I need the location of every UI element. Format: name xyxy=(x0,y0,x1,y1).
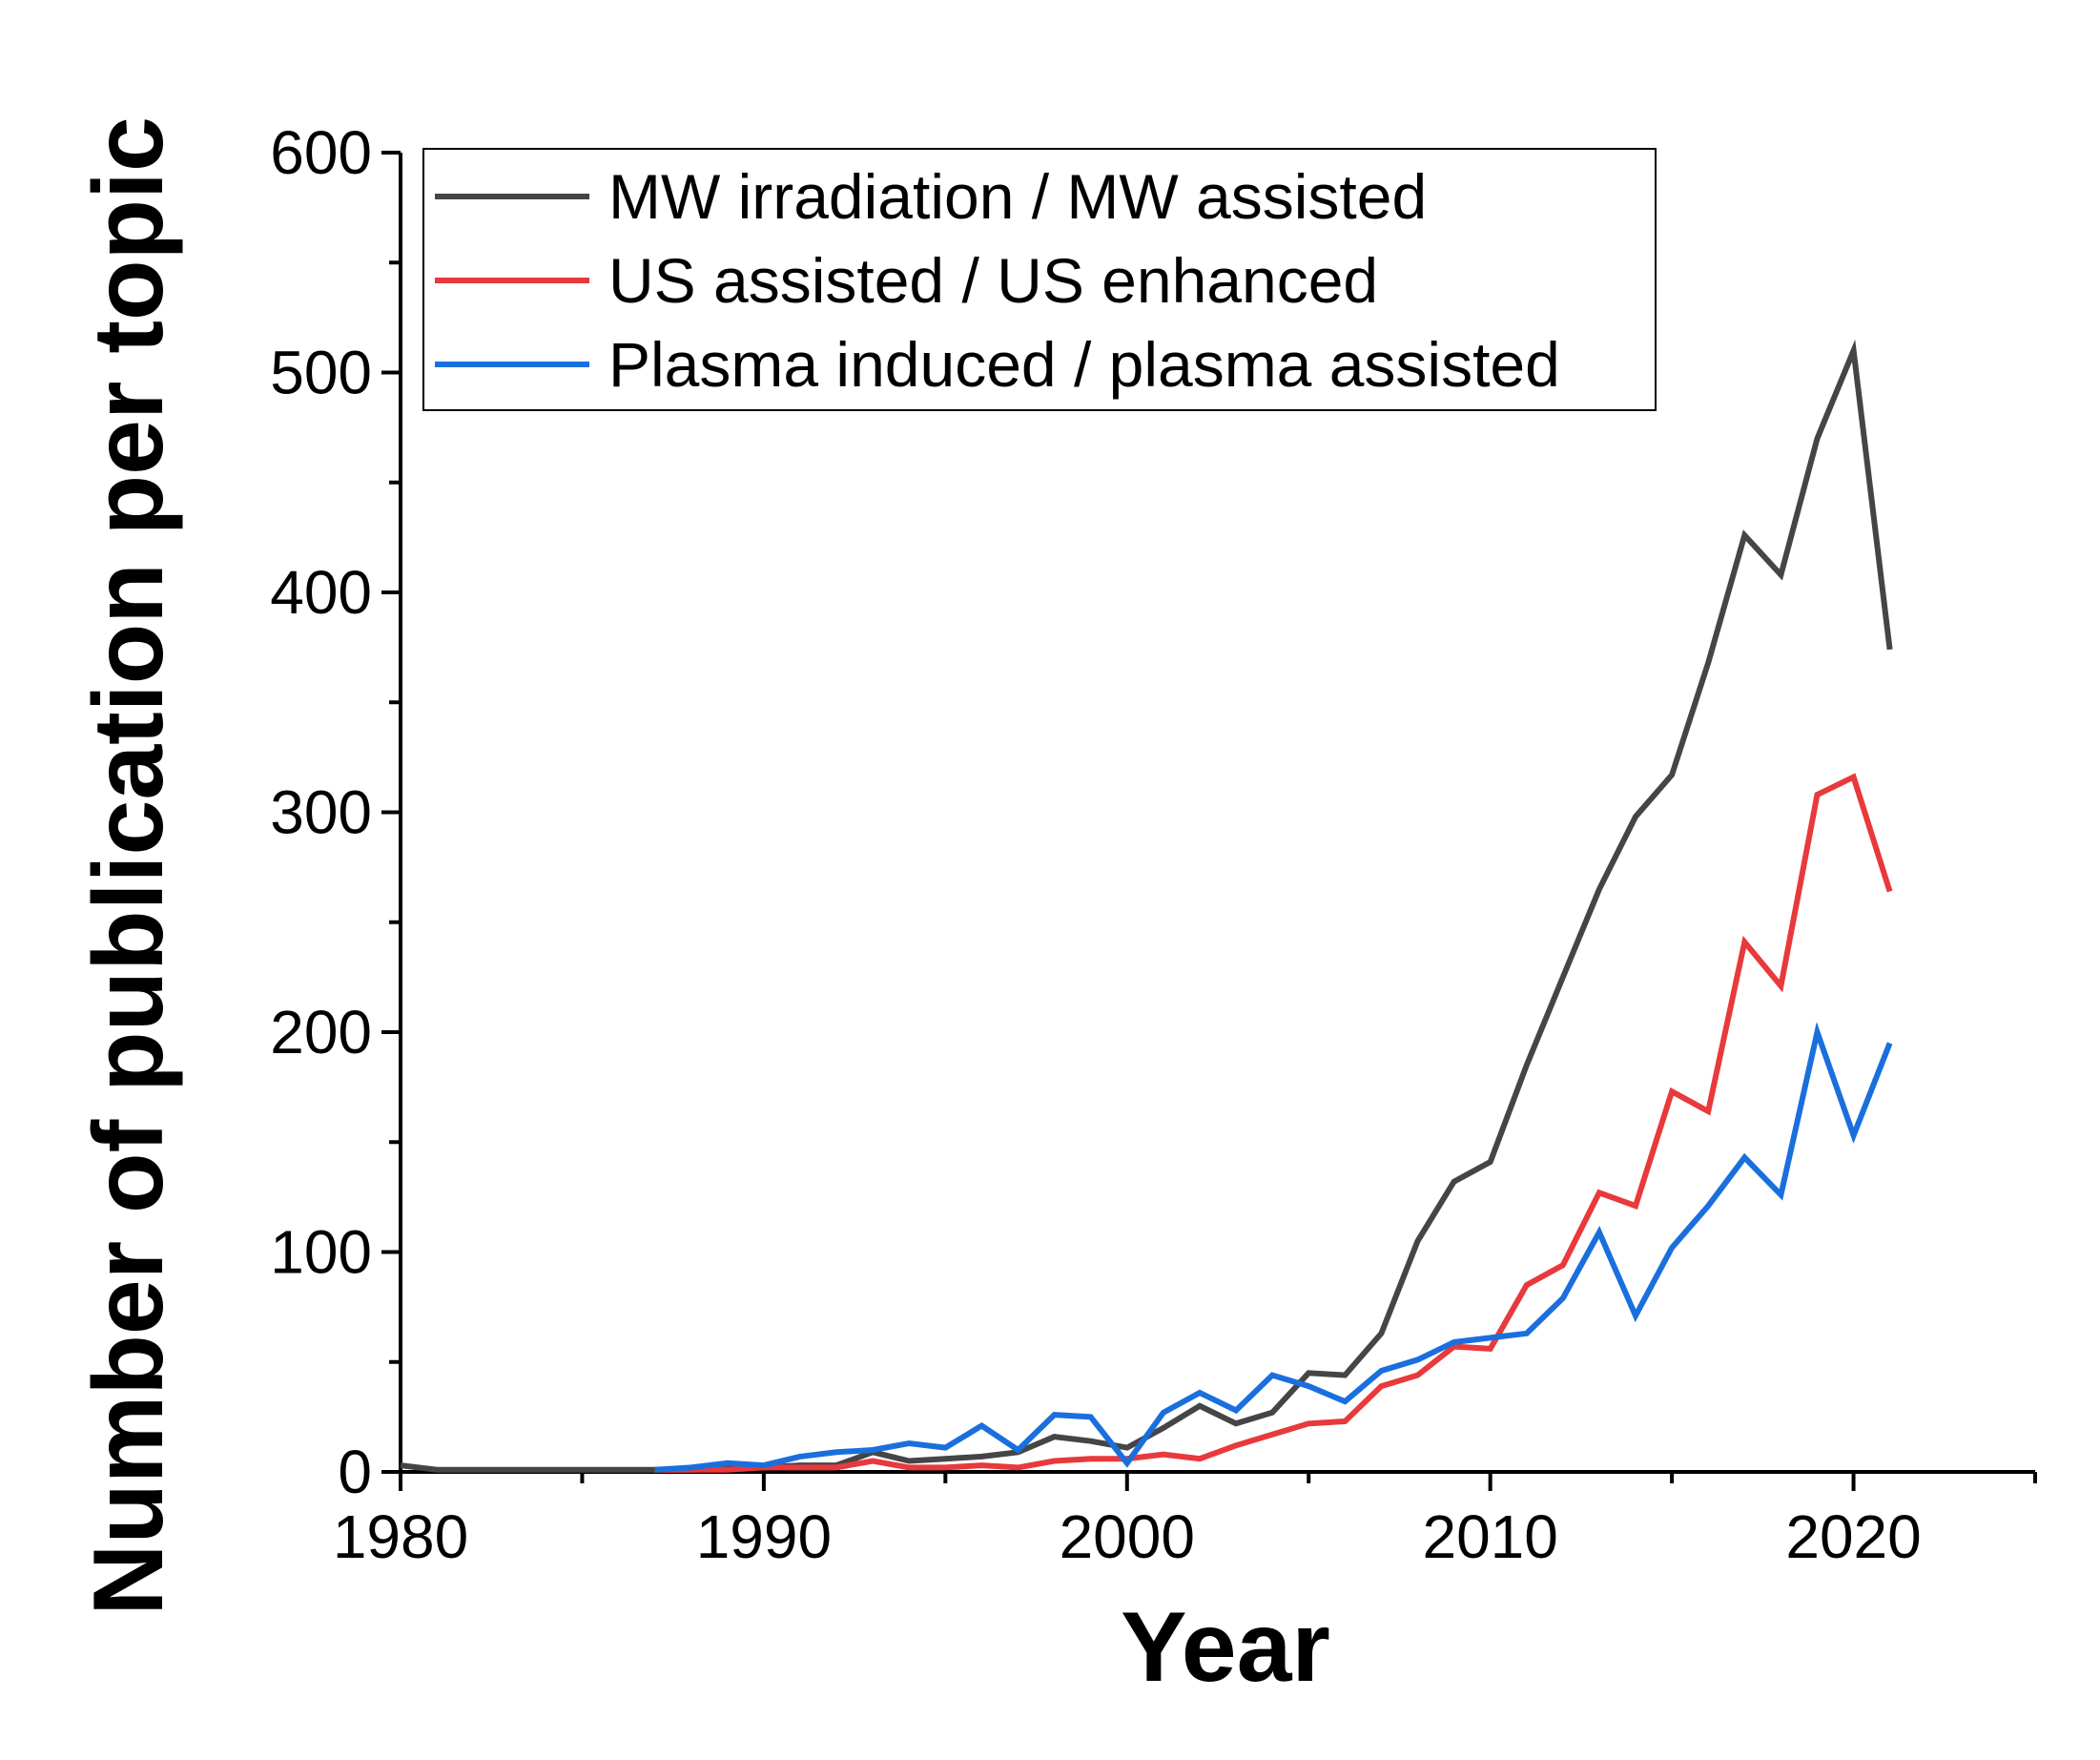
series-line-2 xyxy=(654,773,1893,1473)
x-tick-label: 1980 xyxy=(333,1502,468,1571)
y-tick-label: 100 xyxy=(270,1218,372,1287)
x-tick-label: 2020 xyxy=(1785,1502,1921,1571)
x-tick-label: 2010 xyxy=(1422,1502,1557,1571)
x-tick-label: 1990 xyxy=(696,1502,832,1571)
series-layer xyxy=(400,339,1893,1473)
legend-label-1: MW irradiation / MW assisted xyxy=(608,161,1427,232)
legend: MW irradiation / MW assisted US assisted … xyxy=(422,148,1657,411)
x-tick-label: 2000 xyxy=(1060,1502,1195,1571)
y-ticks: 0 100 200 300 400 500 600 xyxy=(270,118,401,1506)
legend-label-3: Plasma induced / plasma assisted xyxy=(608,329,1560,400)
y-tick-label: 400 xyxy=(270,558,372,627)
y-tick-label: 200 xyxy=(270,998,372,1066)
x-ticks: 1980 1990 2000 2010 2020 xyxy=(333,1472,2037,1571)
x-axis-title: Year xyxy=(1121,1592,1330,1703)
y-axis-title: Number of publication per topic xyxy=(73,116,184,1616)
y-tick-label: 300 xyxy=(270,778,372,847)
legend-box xyxy=(422,148,1657,411)
y-tick-label: 0 xyxy=(338,1438,372,1506)
series-line-1 xyxy=(400,339,1893,1473)
legend-label-2: US assisted / US enhanced xyxy=(608,245,1378,316)
series-line-3 xyxy=(654,1022,1893,1473)
axes: 0 100 200 300 400 500 600 1980 1990 2000 2010 2020 xyxy=(270,118,2037,1571)
y-tick-label: 500 xyxy=(270,339,372,407)
y-tick-label: 600 xyxy=(270,118,372,187)
